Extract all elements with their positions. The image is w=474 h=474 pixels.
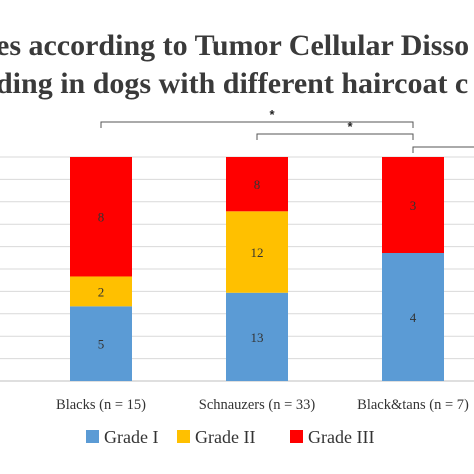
legend-label: Grade I (104, 427, 158, 447)
data-label: 8 (254, 177, 261, 192)
bar-segment (70, 276, 132, 307)
bar-segment (226, 157, 288, 212)
legend-item: Grade III (290, 427, 374, 447)
x-tick-label: Schnauzers (n = 33) (199, 397, 316, 413)
bar-segment (226, 292, 288, 381)
significance-bracket (100, 121, 414, 128)
data-label: 5 (98, 337, 105, 352)
bar-segment (70, 157, 132, 277)
data-label: 8 (98, 210, 105, 225)
data-label: 3 (410, 198, 417, 213)
legend-label: Grade II (195, 427, 255, 447)
chart-title-line-1: es according to Tumor Cellular Disso (0, 29, 469, 62)
data-label: 4 (410, 310, 417, 325)
significance-bracket (256, 133, 414, 140)
bar-segment (382, 253, 444, 381)
chart-title: es according to Tumor Cellular Disso din… (0, 29, 469, 100)
chart-title-line-2: ding in dogs with different haircoat c (0, 67, 468, 100)
data-label: 13 (251, 330, 264, 345)
bar-segment (226, 211, 288, 293)
legend-item: Grade II (177, 427, 255, 447)
legend-swatch (177, 430, 190, 443)
significance-bracket (412, 146, 474, 153)
data-label: 12 (251, 245, 264, 260)
bar-segment (70, 306, 132, 381)
bar-segment (382, 157, 444, 253)
legend-swatch (290, 430, 303, 443)
significance-marker: * (347, 119, 353, 134)
x-tick-label: Black&tans (n = 7) (357, 397, 469, 413)
x-tick-label: Blacks (n = 15) (56, 397, 146, 413)
bars: 5 2 8 13 12 8 4 3 (70, 157, 444, 381)
x-axis-tick-labels: Blacks (n = 15) Schnauzers (n = 33) Black&… (56, 397, 469, 413)
legend-label: Grade III (308, 427, 374, 447)
significance-marker: * (269, 107, 275, 122)
data-label: 2 (98, 284, 105, 299)
legend: Grade I Grade II Grade III (86, 427, 374, 447)
legend-swatch (86, 430, 99, 443)
significance-brackets: ** (100, 107, 474, 153)
legend-item: Grade I (86, 427, 158, 447)
